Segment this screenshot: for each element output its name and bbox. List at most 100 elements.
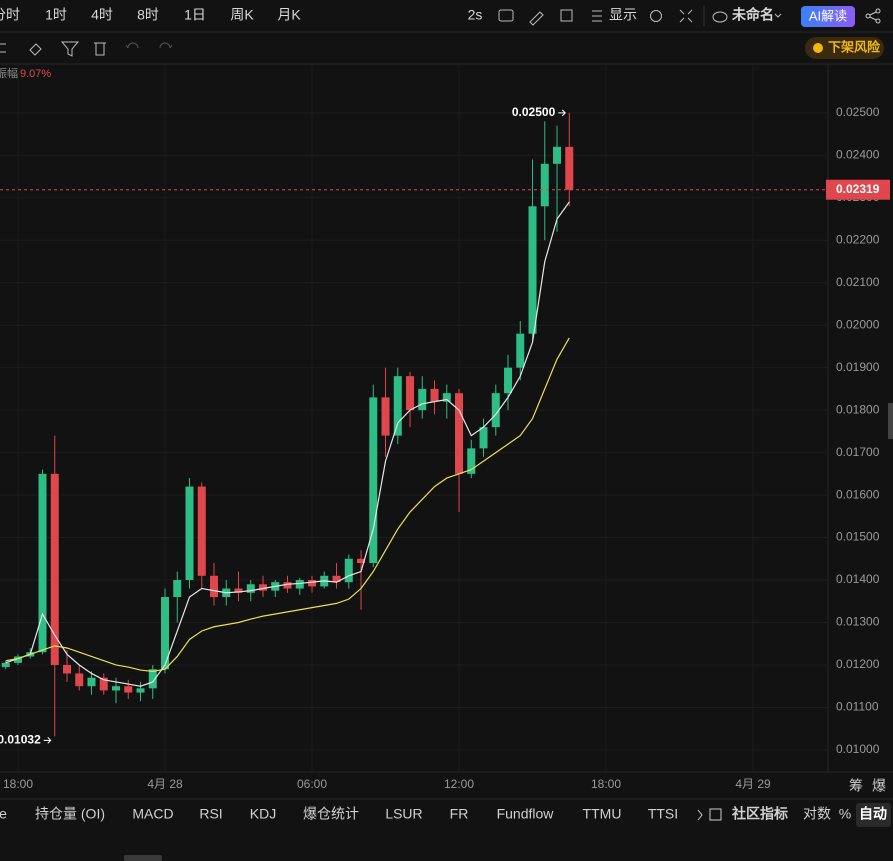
candle-body	[136, 688, 145, 693]
ai-button[interactable]: AI解读	[809, 8, 847, 23]
layout-name[interactable]: 未命名	[732, 7, 774, 23]
grid	[0, 64, 828, 772]
y-tick-label: 0.02000	[836, 317, 880, 331]
extreme-arrow	[558, 109, 566, 117]
candle-body	[381, 397, 390, 436]
indicator-tab[interactable]: TTSI	[648, 806, 678, 822]
edit-icon[interactable]	[709, 808, 722, 821]
indicator-tab[interactable]: LSUR	[385, 806, 422, 822]
candle-body	[332, 575, 341, 583]
candle-body	[393, 376, 402, 436]
candle-body	[75, 673, 84, 687]
candle-body	[161, 597, 170, 670]
display-icon[interactable]	[592, 10, 602, 22]
moving-average	[5, 201, 570, 687]
y-tick-label: 0.02100	[836, 275, 880, 289]
draw-icon[interactable]	[529, 11, 544, 26]
candle-body	[283, 582, 292, 589]
indicator-tab[interactable]: 持仓量 (OI)	[35, 806, 105, 822]
camera-icon[interactable]	[498, 9, 514, 22]
candle-body	[197, 486, 206, 576]
candle-body	[38, 473, 47, 653]
delete-icon[interactable]	[94, 42, 106, 56]
indicator-tab[interactable]: FR	[450, 806, 469, 822]
interval[interactable]: 月K	[277, 7, 301, 23]
interval[interactable]: 8时	[137, 7, 159, 23]
candle-body	[210, 575, 219, 598]
x-tick-label: 4月 28	[147, 777, 183, 791]
extreme-label: 0.01032	[0, 732, 41, 746]
y-tick-label: 0.01000	[836, 742, 880, 756]
candle-body	[455, 393, 464, 474]
log-toggle[interactable]: 对数	[803, 806, 831, 822]
resize-handle[interactable]	[124, 855, 162, 861]
community-tab[interactable]: 社区指标	[731, 806, 788, 822]
candle-body	[148, 669, 157, 689]
more-icon[interactable]	[697, 809, 703, 821]
candle-body	[99, 677, 108, 691]
percent-toggle[interactable]: %	[839, 806, 851, 822]
indicator-tab[interactable]: KDJ	[250, 806, 276, 822]
interval[interactable]: 周K	[230, 7, 254, 23]
display-button[interactable]: 显示	[609, 7, 637, 23]
candle-body	[516, 333, 525, 368]
cloud-icon[interactable]	[712, 11, 728, 23]
candle-body	[87, 677, 96, 687]
x-tick-label: 06:00	[297, 777, 327, 791]
collapse-handle[interactable]	[888, 403, 893, 439]
indicator-tab[interactable]: TTMU	[583, 806, 622, 822]
fullscreen-icon[interactable]	[679, 9, 693, 23]
indicator-tab[interactable]: RSI	[199, 806, 222, 822]
indicator-tab[interactable]: 爆仓统计	[303, 806, 359, 822]
interval[interactable]: 4时	[91, 7, 113, 23]
candle-body	[369, 397, 378, 564]
auto-toggle[interactable]: 自动	[859, 806, 887, 822]
y-tick-label: 0.01600	[836, 487, 880, 501]
moving-average	[5, 337, 570, 672]
indicator-tab[interactable]: MACD	[132, 806, 173, 822]
filter-icon[interactable]	[60, 41, 80, 57]
candle-body	[504, 367, 513, 394]
side-tab[interactable]: 爆	[872, 778, 886, 794]
magnet-icon[interactable]	[29, 43, 42, 56]
side-tab[interactable]: 筹	[849, 778, 863, 794]
copy-icon[interactable]	[560, 9, 573, 22]
y-tick-label: 0.01800	[836, 402, 880, 416]
candle-body	[467, 448, 476, 474]
settings-icon[interactable]	[650, 10, 662, 22]
undo-icon[interactable]	[125, 42, 139, 49]
candle-body	[246, 584, 255, 593]
y-tick-label: 0.01400	[836, 572, 880, 586]
tool-icon[interactable]	[0, 43, 6, 53]
candle-body	[540, 163, 549, 207]
risk-badge[interactable]	[805, 37, 884, 59]
candle-body	[14, 656, 23, 663]
candle-body	[357, 558, 366, 564]
candle-body	[295, 580, 304, 589]
last-price-box	[826, 179, 890, 200]
auto-toggle-bg[interactable]	[856, 803, 891, 827]
indicator-tab[interactable]: Fundflow	[497, 806, 555, 822]
dropdown-icon[interactable]	[774, 13, 782, 18]
y-tick-label: 0.01700	[836, 445, 880, 459]
refresh-rate[interactable]: 2s	[468, 7, 483, 23]
x-tick-label: 12:00	[444, 777, 474, 791]
indicator-tab[interactable]: e	[0, 806, 7, 822]
risk-label[interactable]: 下架风险	[828, 39, 881, 54]
y-tick-label: 0.02500	[836, 105, 880, 119]
interval[interactable]: 1时	[45, 7, 67, 23]
y-tick-label: 0.01100	[836, 700, 879, 714]
redo-icon[interactable]	[159, 42, 173, 49]
x-tick-label: 18:00	[591, 777, 621, 791]
interval[interactable]: 分时	[0, 7, 20, 23]
candle-body	[308, 580, 317, 587]
candle-body	[442, 393, 451, 402]
candle-body	[430, 388, 439, 402]
interval[interactable]: 1日	[184, 7, 206, 23]
candle-body	[173, 580, 182, 598]
share-icon[interactable]	[865, 8, 881, 24]
ai-button-bg[interactable]	[801, 6, 855, 27]
candle-body	[565, 146, 574, 190]
